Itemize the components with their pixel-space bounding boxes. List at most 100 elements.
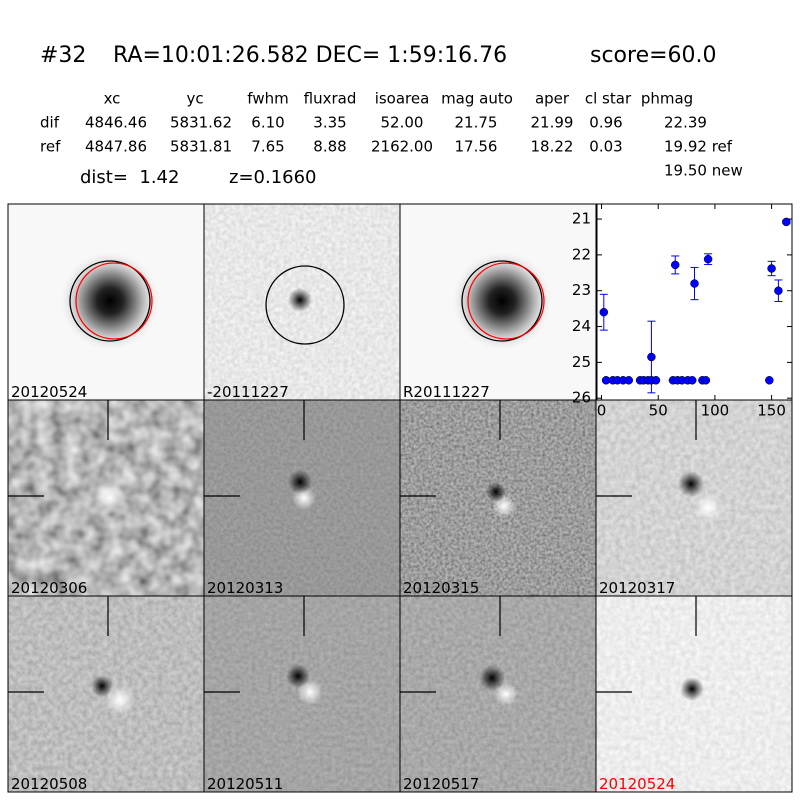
data-point xyxy=(774,286,783,295)
table-cell: 3.35 xyxy=(313,114,346,132)
aperture-circle xyxy=(467,262,545,340)
panel-label: 20120306 xyxy=(11,579,87,597)
row-label: dif xyxy=(40,114,60,132)
panel-label: 20120315 xyxy=(403,579,479,597)
panel-label: R20111227 xyxy=(403,383,490,401)
table-cell: 6.10 xyxy=(251,114,284,132)
bright-residual xyxy=(105,685,135,715)
image-panel: 20120317 xyxy=(595,399,793,597)
aperture-circle xyxy=(461,260,543,342)
redshift: z=0.1660 xyxy=(229,167,317,188)
table-note: 19.50 new xyxy=(664,162,743,180)
y-tick-label: 23 xyxy=(572,281,591,299)
table-cell: 7.65 xyxy=(251,138,284,156)
dark-residual xyxy=(678,471,704,497)
column-header: xc xyxy=(104,90,121,108)
data-point xyxy=(701,376,711,385)
bright-residual xyxy=(694,494,722,522)
table-cell: 0.03 xyxy=(589,138,622,156)
y-tick-label: 21 xyxy=(572,210,591,228)
panel-label: 20120508 xyxy=(11,775,87,793)
y-tick-label: 26 xyxy=(572,389,591,407)
data-point xyxy=(765,376,774,385)
y-tick-label: 24 xyxy=(572,317,591,335)
table-cell: 18.22 xyxy=(531,138,574,156)
dark-residual xyxy=(288,470,312,494)
column-header: fluxrad xyxy=(304,90,357,108)
coordinates: RA=10:01:26.582 DEC= 1:59:16.76 xyxy=(113,43,507,68)
panel-label: 20120511 xyxy=(207,775,283,793)
dark-residual xyxy=(286,664,310,688)
panel-label: 20120313 xyxy=(207,579,283,597)
image-panel: 20120315 xyxy=(399,399,597,597)
data-point xyxy=(690,279,699,288)
image-panel: 20120511 xyxy=(203,595,401,793)
image-panel: 20120313 xyxy=(203,399,401,597)
table-cell: 52.00 xyxy=(381,114,424,132)
aperture-circle xyxy=(75,262,153,340)
column-header: fwhm xyxy=(247,90,288,108)
dark-residual xyxy=(288,288,312,312)
table-cell: 4847.86 xyxy=(85,138,147,156)
data-point xyxy=(647,352,656,362)
table-cell: 21.99 xyxy=(531,114,574,132)
image-panel: 20120508 xyxy=(7,595,205,793)
source-image xyxy=(450,249,554,353)
data-point xyxy=(624,376,633,385)
data-point xyxy=(670,260,680,270)
panel-noise xyxy=(596,400,792,596)
column-header: mag auto xyxy=(441,90,513,108)
data-point xyxy=(599,307,609,317)
image-panel: 20120517 xyxy=(399,595,597,793)
table-cell: 5831.81 xyxy=(170,138,232,156)
panel-label: 20120517 xyxy=(403,775,479,793)
distance: dist= 1.42 xyxy=(80,167,179,188)
image-panel: -20111227 xyxy=(203,203,401,401)
data-point xyxy=(767,264,776,273)
panel-label: 20120524 xyxy=(599,775,675,793)
data-point xyxy=(782,217,791,227)
table-cell: 17.56 xyxy=(455,138,498,156)
row-label: ref xyxy=(40,138,61,156)
image-panel: 20120524 xyxy=(7,203,205,401)
table-cell: 8.88 xyxy=(313,138,346,156)
table-cell: 19.92 ref xyxy=(664,138,733,156)
table-cell: 0.96 xyxy=(589,114,622,132)
column-header: aper xyxy=(535,90,570,108)
score: score=60.0 xyxy=(590,43,717,68)
image-panel: 20120306 xyxy=(7,399,205,597)
image-panel: 20120524 xyxy=(595,595,793,793)
image-panel: R20111227 xyxy=(399,203,597,401)
data-point xyxy=(651,376,661,385)
source-image xyxy=(58,249,162,353)
panel-label: 20120524 xyxy=(11,383,87,401)
table-cell: 5831.62 xyxy=(170,114,232,132)
x-tick-label: 50 xyxy=(649,402,668,420)
column-header: cl star xyxy=(585,90,632,108)
dark-residual xyxy=(486,482,506,502)
dark-residual xyxy=(479,665,505,691)
y-tick-label: 25 xyxy=(572,353,591,371)
x-tick-label: 150 xyxy=(757,402,786,420)
x-tick-label: 100 xyxy=(701,402,730,420)
x-tick-label: 0 xyxy=(597,402,607,420)
table-cell: 21.75 xyxy=(455,114,498,132)
table-cell: 22.39 xyxy=(664,114,707,132)
dark-residual xyxy=(680,677,704,701)
aperture-circle xyxy=(265,265,345,345)
data-point xyxy=(703,254,713,264)
y-tick-label: 22 xyxy=(572,245,591,263)
panel-border xyxy=(595,595,793,793)
panel-label: 20120317 xyxy=(599,579,675,597)
aperture-circle xyxy=(69,260,151,342)
table-cell: 2162.00 xyxy=(371,138,433,156)
column-header: phmag xyxy=(641,90,693,108)
panel-label: -20111227 xyxy=(207,383,289,401)
column-header: isoarea xyxy=(375,90,430,108)
bright-residual xyxy=(94,482,126,514)
candidate-id: #32 xyxy=(40,43,86,68)
dark-residual xyxy=(91,675,113,697)
data-point xyxy=(687,376,697,385)
plot-area xyxy=(596,203,793,401)
